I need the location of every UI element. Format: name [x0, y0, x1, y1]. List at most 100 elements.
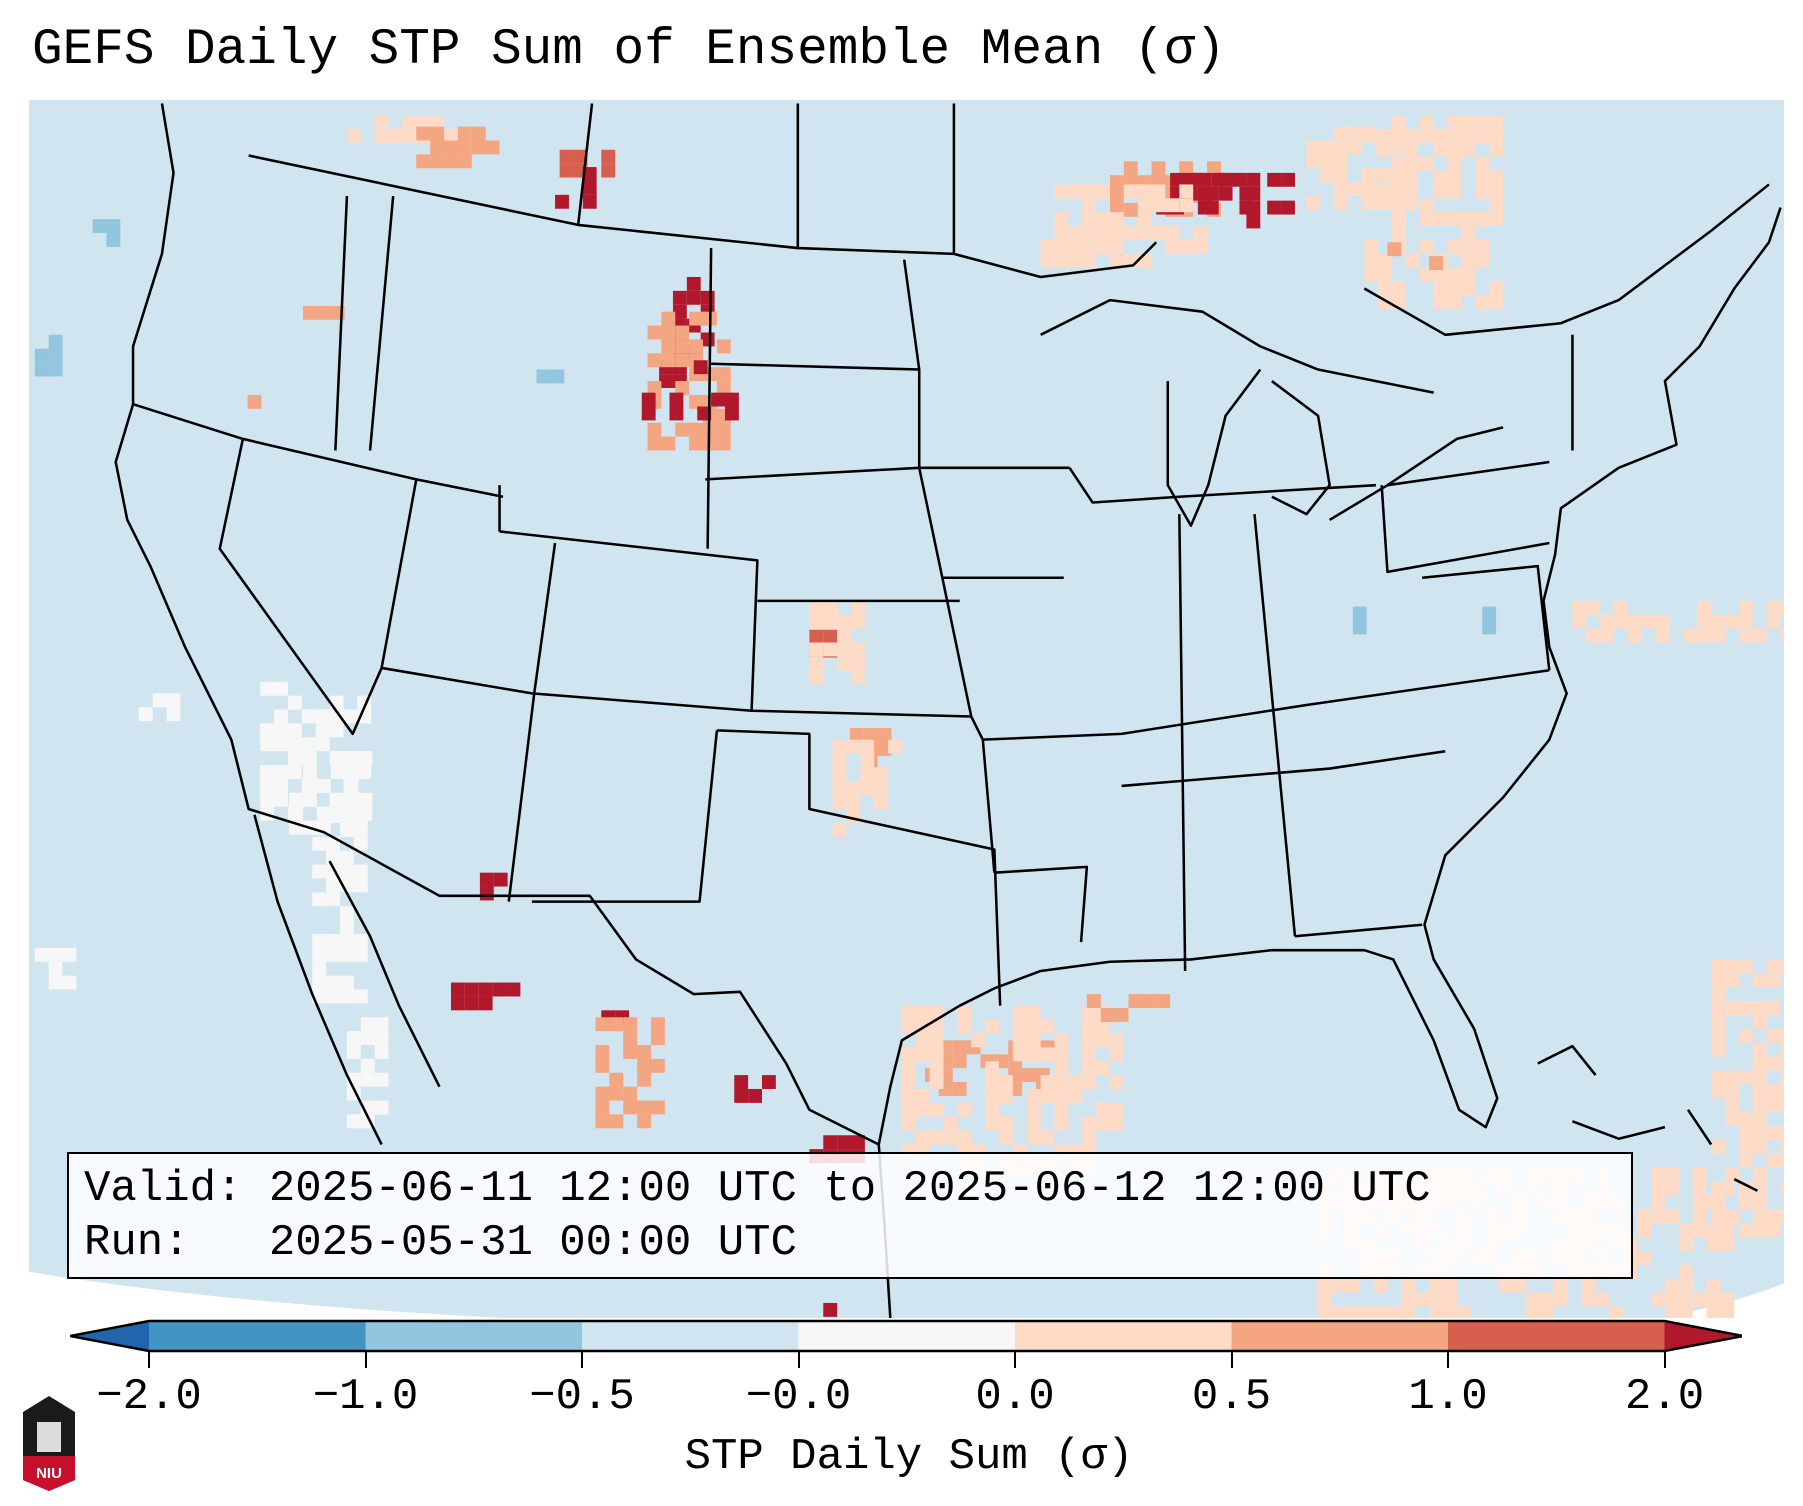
stp-cell [62, 975, 77, 990]
stp-cell [661, 339, 676, 354]
stp-cell [1697, 628, 1712, 643]
stp-cell [874, 767, 889, 782]
stp-cell [952, 1054, 967, 1069]
stp-cell [1267, 200, 1282, 215]
stp-cell [1637, 1250, 1652, 1265]
stp-cell [952, 1040, 967, 1055]
stp-cell [1553, 1278, 1568, 1293]
stp-cell [700, 290, 715, 305]
stp-cell [595, 1086, 610, 1101]
stp-cell [985, 1116, 999, 1131]
stp-cell [1246, 214, 1261, 229]
stp-cell [823, 600, 838, 615]
stp-cell [555, 194, 569, 209]
stp-cell [1692, 1181, 1707, 1196]
stp-cell [358, 792, 373, 807]
stp-cell [485, 140, 500, 155]
stp-cell [595, 1058, 610, 1073]
stp-cell [582, 167, 597, 181]
stp-cell [675, 381, 690, 395]
stp-cell [1475, 239, 1490, 254]
stp-cell [1475, 115, 1490, 129]
stp-cell [339, 850, 354, 865]
stp-cell [837, 628, 852, 643]
stp-cell [1447, 128, 1462, 143]
stp-cell [444, 154, 458, 169]
stp-cell [550, 369, 565, 384]
stp-cell [1725, 1070, 1739, 1085]
stp-cell [985, 1088, 999, 1103]
stp-cell [1082, 1047, 1097, 1062]
stp-cell [1419, 128, 1434, 143]
stp-cell [1711, 1028, 1726, 1043]
stp-cell [166, 693, 181, 708]
svg-text:NIU: NIU [36, 1465, 62, 1482]
stp-cell [444, 140, 458, 155]
stp-cell [1142, 994, 1157, 1009]
stp-cell [1725, 1001, 1739, 1015]
stp-cell [1429, 256, 1443, 271]
stp-cell [809, 642, 824, 657]
stp-cell [716, 381, 731, 395]
stp-cell [1109, 226, 1124, 240]
stp-cell [915, 1047, 930, 1062]
stp-cell [1352, 606, 1367, 621]
stp-cell [998, 1116, 1013, 1131]
stp-cell [823, 1135, 838, 1150]
stp-cell [402, 128, 417, 143]
stp-cell [444, 128, 458, 143]
stp-cell [1766, 1223, 1781, 1238]
stp-cell [353, 809, 368, 823]
stp-cell [1392, 156, 1406, 171]
stp-cell [669, 406, 684, 421]
stp-cell [1655, 628, 1670, 643]
stp-cell [1651, 1195, 1665, 1210]
stp-cell [957, 1130, 972, 1145]
stp-cell [1405, 128, 1420, 143]
stp-cell [1334, 196, 1349, 210]
stp-cell [716, 436, 731, 451]
colorbar-outline [70, 1319, 1742, 1353]
stp-cell [1054, 226, 1069, 240]
stp-cell [1447, 115, 1462, 129]
stp-cell [675, 422, 690, 437]
stp-cell [851, 614, 865, 629]
coastline-mexico-gulf [877, 207, 1782, 1145]
stp-cell [1109, 1047, 1124, 1062]
stp-cell [637, 1045, 651, 1059]
stp-cell [1780, 1209, 1784, 1224]
stp-cell [1401, 1306, 1416, 1318]
stp-cell [901, 1019, 916, 1034]
stp-cell [675, 325, 690, 340]
stp-cell [1711, 987, 1726, 1002]
stp-cell [1068, 253, 1083, 268]
stp-cell [1012, 1033, 1027, 1048]
stp-cell [339, 809, 354, 823]
colorbar-under-extension [70, 1321, 149, 1351]
stp-cell [1334, 126, 1349, 141]
stp-cell [339, 920, 354, 934]
stp-cell [1054, 253, 1069, 268]
stp-cell [1581, 1278, 1596, 1293]
stp-cell [1403, 182, 1418, 197]
stp-cell [339, 822, 354, 837]
stp-cell [1720, 1306, 1735, 1318]
stp-cell [1054, 1033, 1069, 1048]
stp-cell [832, 767, 847, 782]
stp-cell [1581, 1292, 1596, 1307]
stp-cell [1403, 196, 1418, 210]
stp-cell [1614, 600, 1628, 615]
stp-cell [609, 1114, 624, 1129]
stp-cell [1403, 168, 1418, 183]
stp-cell [1711, 1139, 1726, 1154]
stp-cell [303, 751, 317, 766]
stp-cell [1137, 198, 1152, 213]
stp-cell [1442, 1278, 1457, 1293]
stp-cell [479, 886, 494, 901]
stp-cell [1364, 184, 1379, 199]
stp-cell [1711, 959, 1726, 974]
stp-cell [1433, 128, 1448, 143]
stp-cell [1489, 115, 1504, 129]
stp-cell [1281, 172, 1295, 187]
colorbar-segment [149, 1321, 366, 1351]
